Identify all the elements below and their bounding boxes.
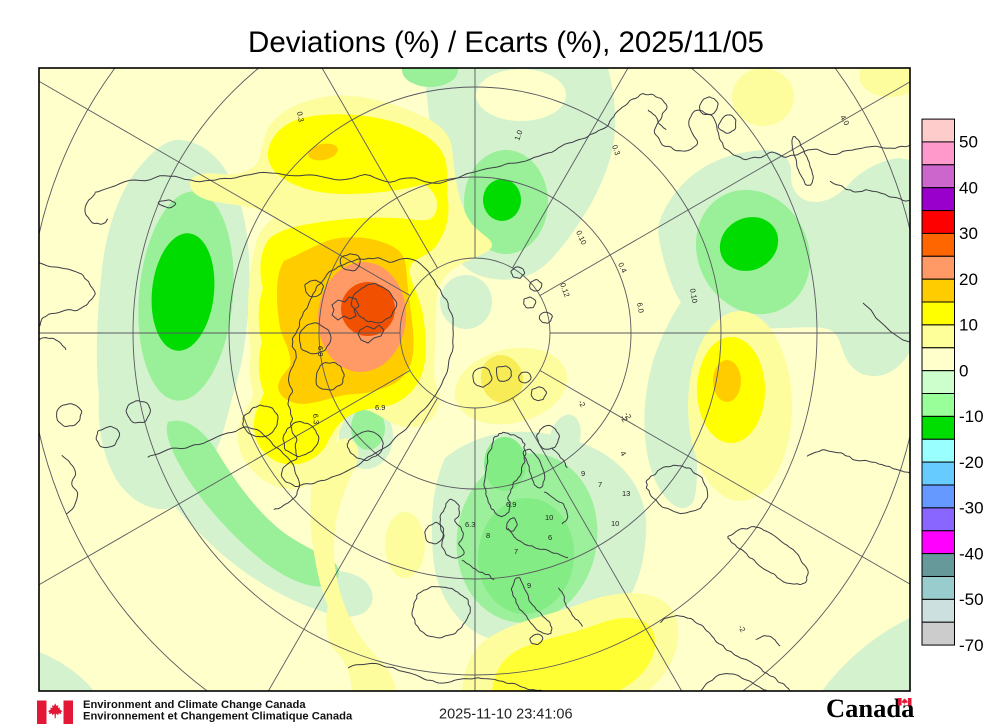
svg-text:Environnement et Changement Cl: Environnement et Changement Climatique C… bbox=[83, 711, 353, 723]
svg-text:8: 8 bbox=[486, 531, 490, 540]
svg-text:Deviations (%) / Ecarts (%), 2: Deviations (%) / Ecarts (%), 2025/11/05 bbox=[248, 26, 764, 59]
svg-text:-30: -30 bbox=[959, 499, 984, 518]
svg-text:7: 7 bbox=[598, 480, 602, 489]
svg-text:Canada: Canada bbox=[826, 693, 914, 723]
svg-text:2025-11-10 23:41:06: 2025-11-10 23:41:06 bbox=[439, 707, 573, 723]
svg-text:-40: -40 bbox=[959, 544, 984, 563]
svg-text:50: 50 bbox=[959, 133, 978, 152]
svg-text:9: 9 bbox=[581, 469, 585, 478]
svg-text:0.3: 0.3 bbox=[295, 111, 306, 123]
svg-text:7: 7 bbox=[514, 547, 518, 556]
svg-text:-20: -20 bbox=[959, 453, 984, 472]
svg-text:6.9: 6.9 bbox=[375, 403, 385, 412]
svg-text:-2: -2 bbox=[576, 399, 587, 409]
svg-text:6.3: 6.3 bbox=[311, 413, 321, 424]
svg-text:0.10: 0.10 bbox=[688, 288, 699, 304]
svg-text:6.9: 6.9 bbox=[506, 500, 516, 509]
svg-text:9: 9 bbox=[527, 581, 531, 590]
svg-text:6: 6 bbox=[548, 533, 552, 542]
svg-text:-2: -2 bbox=[618, 414, 629, 424]
svg-text:0.3: 0.3 bbox=[610, 144, 622, 157]
svg-text:30: 30 bbox=[959, 224, 978, 243]
svg-text:10: 10 bbox=[959, 316, 978, 335]
svg-text:-70: -70 bbox=[959, 636, 984, 655]
svg-text:1.0: 1.0 bbox=[512, 129, 524, 142]
svg-text:0: 0 bbox=[959, 362, 968, 381]
svg-text:40: 40 bbox=[959, 179, 978, 198]
svg-text:10: 10 bbox=[545, 513, 553, 522]
svg-text:13: 13 bbox=[622, 489, 630, 498]
svg-text:-2: -2 bbox=[622, 411, 633, 421]
svg-text:-50: -50 bbox=[959, 590, 984, 609]
svg-text:6.0: 6.0 bbox=[635, 302, 646, 314]
svg-text:-10: -10 bbox=[959, 407, 984, 426]
svg-text:6.9: 6.9 bbox=[316, 346, 325, 356]
svg-text:20: 20 bbox=[959, 270, 978, 289]
svg-text:6.3: 6.3 bbox=[465, 520, 475, 529]
svg-text:10: 10 bbox=[611, 519, 619, 528]
svg-text:4: 4 bbox=[618, 450, 628, 458]
svg-text:0.4: 0.4 bbox=[616, 261, 629, 274]
svg-text:-2: -2 bbox=[736, 624, 747, 634]
svg-text:Environment and Climate Change: Environment and Climate Change Canada bbox=[83, 699, 306, 711]
